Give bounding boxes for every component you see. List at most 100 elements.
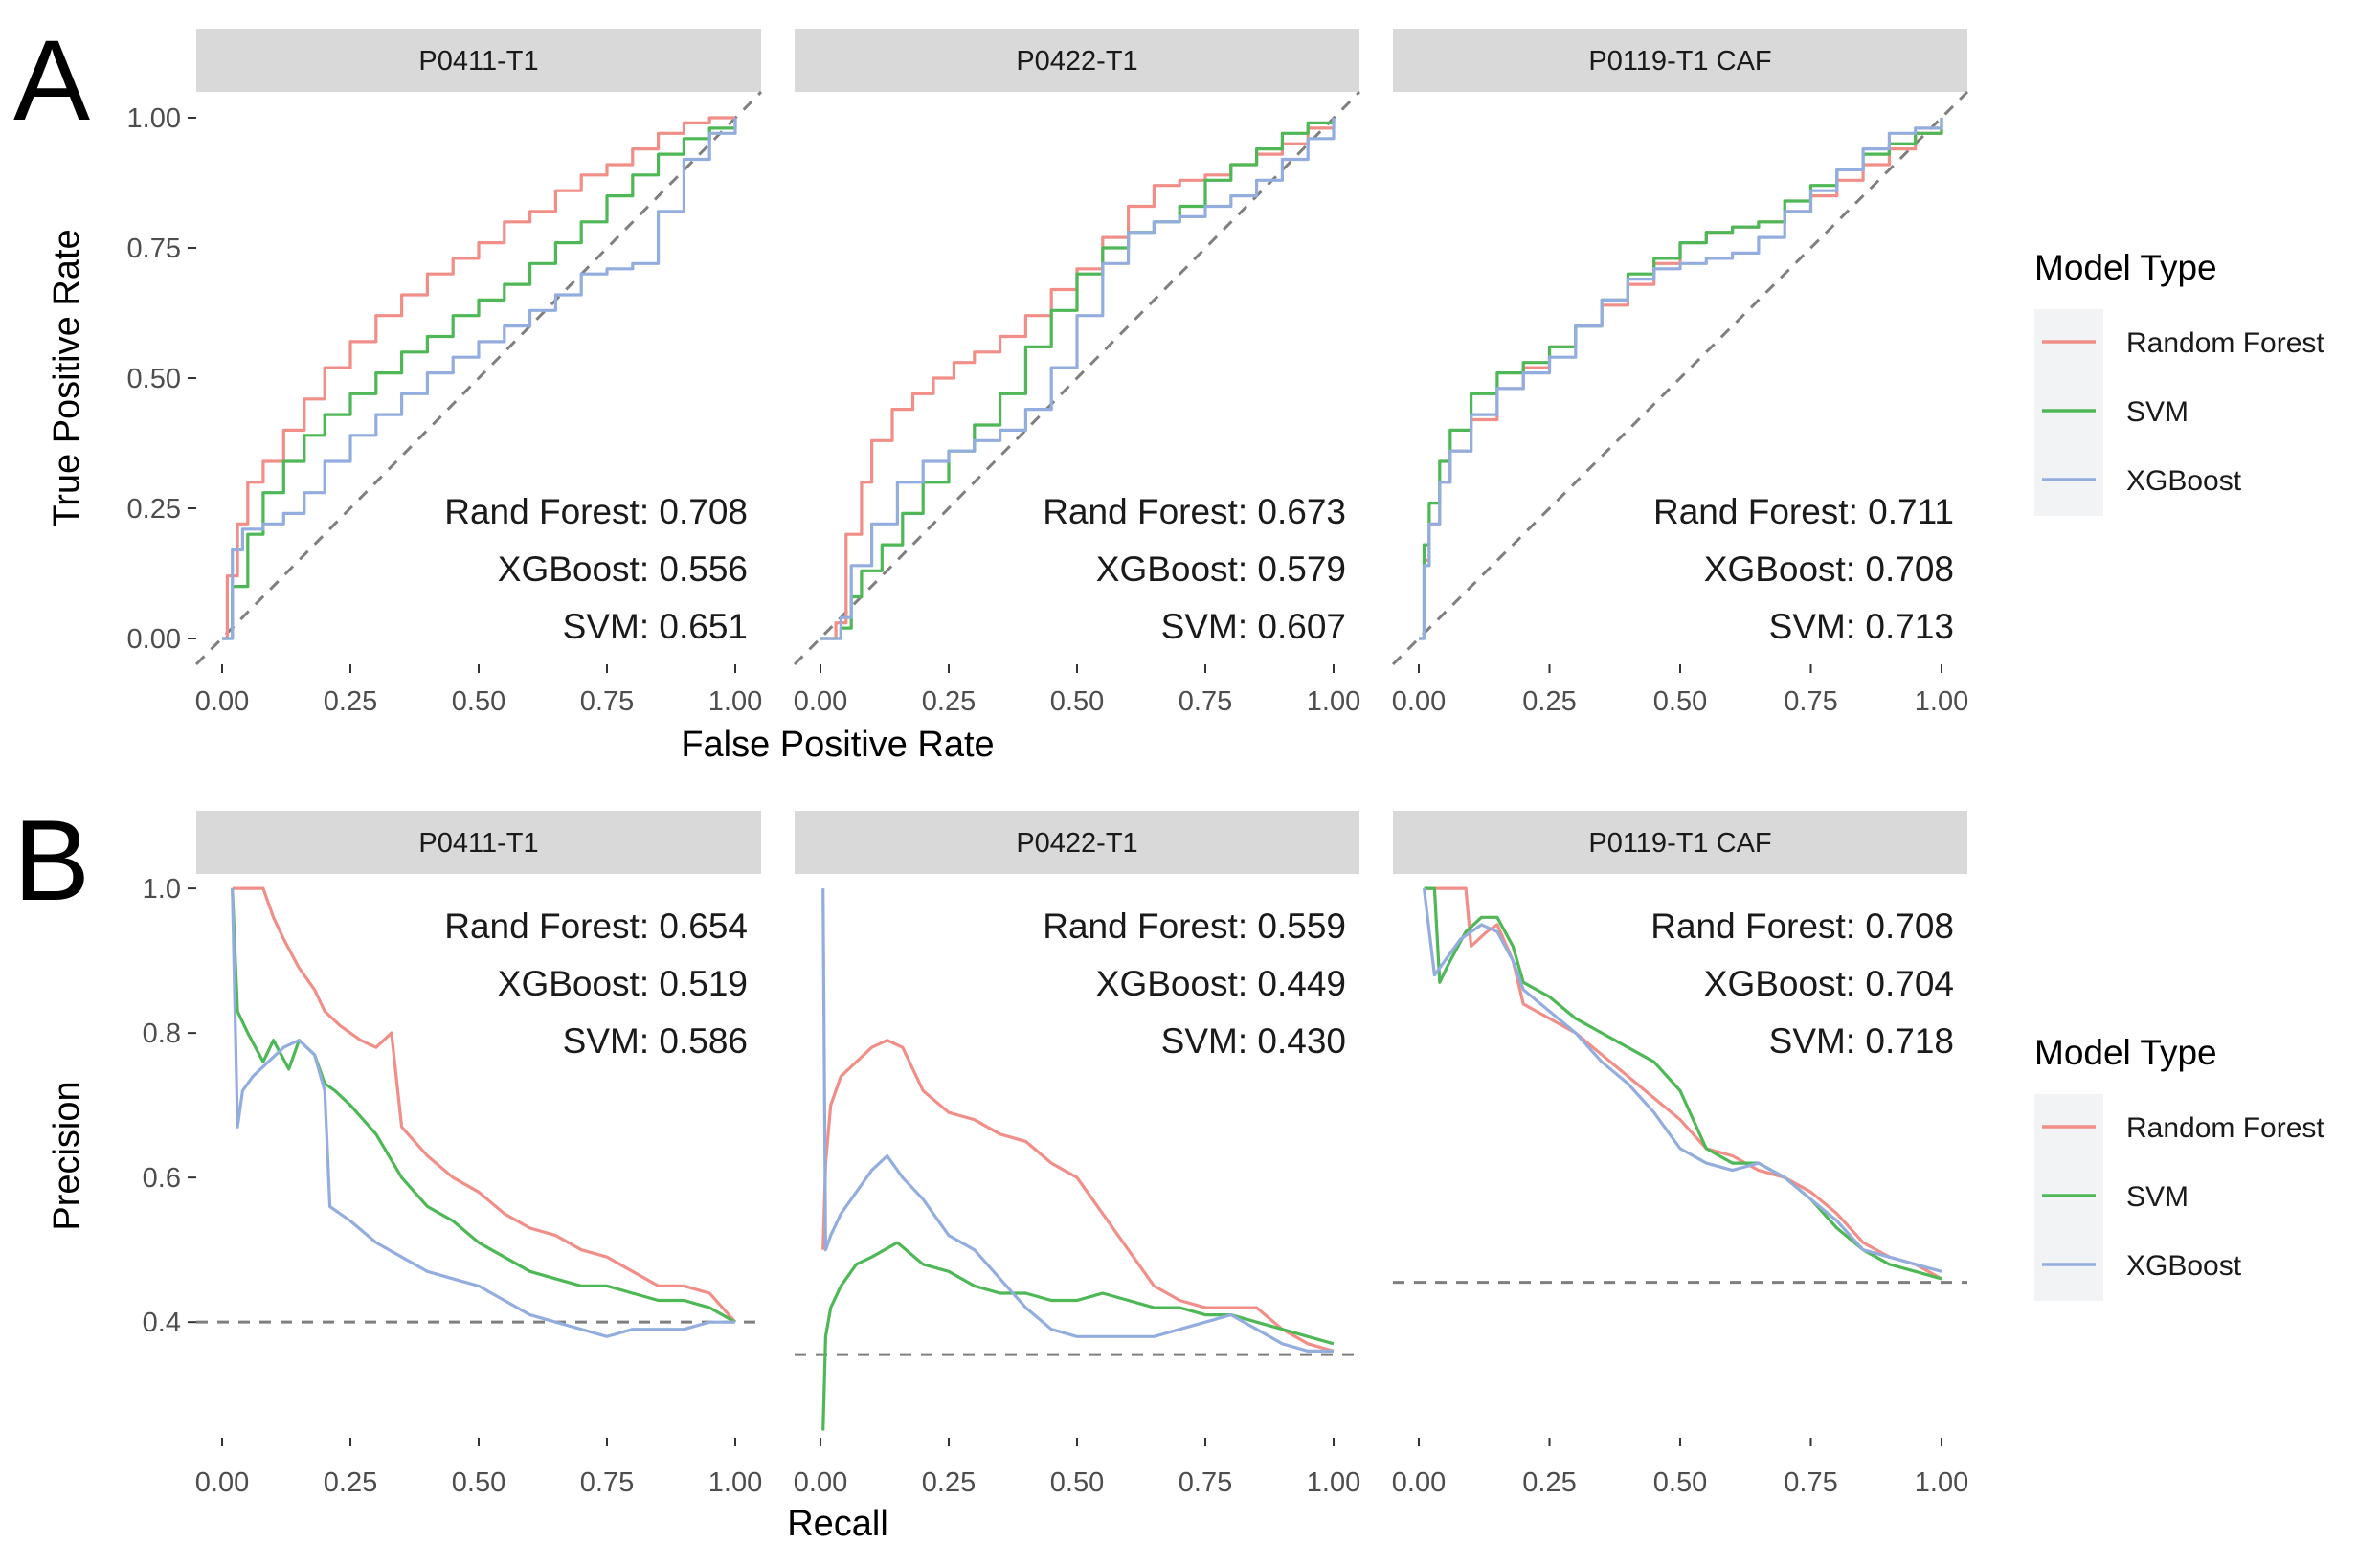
- x-tick-label: 0.75: [1784, 1467, 1837, 1498]
- x-tick-label: 0.00: [195, 1467, 249, 1498]
- x-tick-label: 0.50: [452, 1467, 505, 1498]
- x-tick-label: 0.00: [195, 686, 249, 717]
- x-tick-label: 0.75: [1179, 686, 1232, 717]
- y-tick-label: 0.25: [127, 494, 181, 525]
- series-line-xgboost: [222, 118, 737, 640]
- auc-annotation: Rand Forest: 0.708: [1650, 906, 1954, 946]
- facet-A-1: P0411-T1 0.00 0.25 0.50 0.75 1.00 0.00 0.25 0.50…: [127, 29, 763, 717]
- x-tick-label: 0.25: [1522, 686, 1576, 717]
- x-tick-label: 0.50: [1050, 1467, 1104, 1498]
- x-tick-label: 1.00: [1915, 1467, 1968, 1498]
- legend-key-background: [2034, 1163, 2103, 1232]
- x-tick-label: 0.75: [1784, 686, 1837, 717]
- y-tick-label: 0.50: [127, 364, 181, 394]
- y-tick-label: 0.4: [143, 1308, 181, 1338]
- x-tick-label: 1.00: [1307, 686, 1360, 717]
- x-tick-label: 1.00: [708, 1467, 762, 1498]
- series-line-random-forest: [232, 886, 737, 1324]
- facet-strip: [795, 29, 1359, 92]
- legend-title: Model Type: [2034, 1033, 2217, 1072]
- series-line-svm: [231, 888, 736, 1324]
- auc-annotation: SVM: 0.651: [563, 607, 748, 646]
- facet-B-2: P0422-T1 0.00 0.25 0.50 0.75 1.00 Rand Forest:…: [794, 811, 1360, 1498]
- auc-annotation: Rand Forest: 0.711: [1653, 492, 1954, 531]
- series-line-xgboost: [820, 118, 1336, 640]
- series-line-xgboost: [821, 888, 1334, 1353]
- series-line-random-forest: [821, 1039, 1335, 1353]
- x-tick-label: 1.00: [1307, 1467, 1360, 1498]
- auc-annotation: XGBoost: 0.579: [1096, 549, 1346, 589]
- y-axis-title: True Positive Rate: [47, 229, 87, 526]
- facet-title: P0411-T1: [418, 46, 538, 77]
- legend-label: XGBoost: [2126, 465, 2242, 497]
- facet-strip: [1393, 29, 1967, 92]
- legend-key-background: [2034, 1232, 2103, 1301]
- auc-annotation: SVM: 0.430: [1161, 1021, 1346, 1061]
- x-tick-label: 0.50: [1050, 686, 1104, 717]
- auc-annotation: XGBoost: 0.708: [1704, 549, 1954, 589]
- x-axis-title: Recall: [787, 1504, 888, 1544]
- series-line-svm: [820, 118, 1336, 640]
- legend-key-background: [2034, 447, 2103, 516]
- x-tick-label: 0.25: [922, 1467, 976, 1498]
- x-tick-label: 0.25: [1522, 1467, 1576, 1498]
- x-tick-label: 0.00: [1392, 686, 1446, 717]
- y-tick-label: 0.6: [143, 1163, 181, 1194]
- y-axis-title: Precision: [47, 1081, 87, 1230]
- facet-title: P0422-T1: [1016, 46, 1137, 77]
- facet-title: P0411-T1: [418, 828, 538, 859]
- x-tick-label: 0.75: [580, 686, 634, 717]
- panel-letter-B: B: [13, 796, 90, 925]
- y-tick-label: 0.8: [143, 1018, 181, 1049]
- series-line-xgboost: [1422, 887, 1942, 1273]
- series-line-xgboost: [231, 888, 735, 1338]
- auc-annotation: XGBoost: 0.449: [1096, 964, 1346, 1003]
- auc-annotation: XGBoost: 0.556: [498, 549, 748, 589]
- panel-A: A P0411-T1 0.00 0.25 0.50 0.75 1.00 0.00 0.25 0.5…: [13, 16, 2324, 765]
- facet-A-2: P0422-T1 0.00 0.25 0.50 0.75 1.00 Rand Forest:…: [794, 29, 1360, 717]
- facet-B-3: P0119-T1 CAF 0.00 0.25 0.50 0.75 1.00 Rand For…: [1392, 811, 1968, 1498]
- auc-annotation: Rand Forest: 0.654: [444, 906, 748, 946]
- legend-label: SVM: [2126, 396, 2189, 428]
- panel-letter-A: A: [13, 16, 90, 145]
- series-line-svm: [1424, 886, 1942, 1281]
- x-tick-label: 0.75: [1179, 1467, 1232, 1498]
- reference-diagonal-line: [194, 90, 763, 666]
- legend-label: XGBoost: [2126, 1250, 2242, 1282]
- series-line-svm: [222, 118, 737, 640]
- legend-label: Random Forest: [2126, 1112, 2324, 1144]
- reference-diagonal-line: [1391, 90, 1969, 666]
- x-tick-label: 0.25: [324, 1467, 377, 1498]
- facet-title: P0119-T1 CAF: [1588, 46, 1771, 77]
- x-tick-label: 0.25: [922, 686, 976, 717]
- facet-strip: [196, 811, 761, 874]
- auc-annotation: SVM: 0.607: [1161, 607, 1346, 646]
- y-tick-label: 0.00: [127, 624, 181, 655]
- x-tick-label: 0.50: [1653, 686, 1707, 717]
- facet-B-1: P0411-T1 0.00 0.25 0.50 0.75 1.00 0.4 0.6 0.8 1.0…: [143, 811, 762, 1498]
- auc-annotation: Rand Forest: 0.559: [1043, 906, 1346, 946]
- legend-title: Model Type: [2034, 248, 2217, 287]
- auc-annotation: XGBoost: 0.519: [498, 964, 748, 1003]
- x-tick-label: 1.00: [1915, 686, 1968, 717]
- y-tick-label: 0.75: [127, 234, 181, 264]
- legend: Model Type Random Forest SVM XGBoost: [2034, 1033, 2324, 1301]
- x-tick-label: 0.00: [794, 1467, 847, 1498]
- x-tick-label: 1.00: [708, 686, 762, 717]
- facet-title: P0119-T1 CAF: [1588, 828, 1771, 859]
- series-line-xgboost: [1419, 118, 1943, 640]
- auc-annotation: Rand Forest: 0.708: [444, 492, 748, 531]
- x-axis-title: False Positive Rate: [681, 725, 994, 765]
- panel-B: B P0411-T1 0.00 0.25 0.50 0.75 1.00 0.4 0.6 0.8 1.…: [13, 796, 2324, 1544]
- legend: Model Type Random Forest SVM XGBoost: [2034, 248, 2324, 516]
- auc-annotation: XGBoost: 0.704: [1704, 964, 1954, 1003]
- auc-annotation: SVM: 0.713: [1769, 607, 1954, 646]
- facet-strip: [196, 29, 761, 92]
- reference-diagonal-line: [793, 90, 1361, 666]
- series-line-random-forest: [1424, 886, 1942, 1281]
- facet-A-3: P0119-T1 CAF 0.00 0.25 0.50 0.75 1.00 Rand For…: [1392, 29, 1968, 717]
- legend-key-background: [2034, 1094, 2103, 1163]
- legend-key-background: [2034, 309, 2103, 378]
- auc-annotation: Rand Forest: 0.673: [1043, 492, 1346, 531]
